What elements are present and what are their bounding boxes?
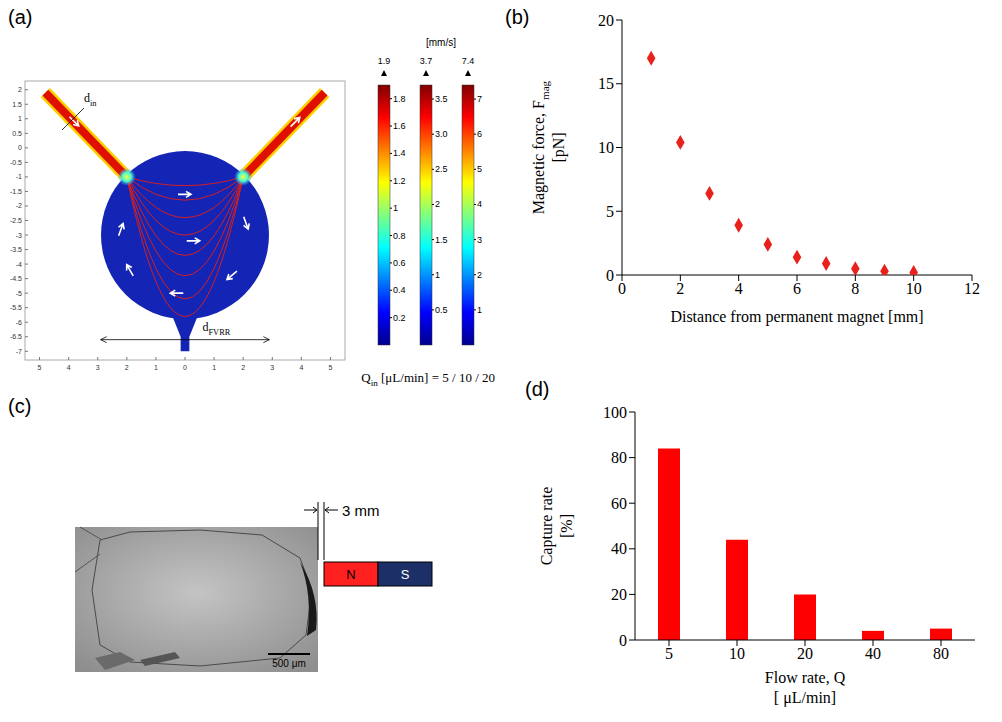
svg-text:40: 40 bbox=[865, 645, 881, 662]
svg-text:0: 0 bbox=[619, 632, 627, 649]
svg-text:-0.5: -0.5 bbox=[10, 159, 22, 166]
svg-text:2: 2 bbox=[477, 270, 482, 280]
svg-text:0: 0 bbox=[183, 364, 187, 371]
svg-text:1: 1 bbox=[154, 364, 158, 371]
svg-text:-4: -4 bbox=[16, 261, 22, 268]
svg-text:1.5: 1.5 bbox=[435, 235, 448, 245]
svg-text:80: 80 bbox=[933, 645, 949, 662]
svg-text:0.5: 0.5 bbox=[12, 130, 22, 137]
svg-text:500 μm: 500 μm bbox=[272, 658, 306, 669]
svg-text:4: 4 bbox=[67, 364, 71, 371]
svg-text:0: 0 bbox=[618, 280, 626, 297]
svg-text:-5: -5 bbox=[16, 290, 22, 297]
svg-text:N: N bbox=[346, 567, 355, 582]
svg-text:20: 20 bbox=[797, 645, 813, 662]
svg-text:6: 6 bbox=[477, 129, 482, 139]
svg-text:Magnetic force, Fmag: Magnetic force, Fmag bbox=[530, 80, 551, 214]
svg-text:3: 3 bbox=[270, 364, 274, 371]
svg-text:20: 20 bbox=[611, 586, 627, 603]
svg-text:4: 4 bbox=[299, 364, 303, 371]
svg-text:40: 40 bbox=[611, 540, 627, 557]
svg-text:-5.5: -5.5 bbox=[10, 304, 22, 311]
svg-text:4: 4 bbox=[735, 280, 743, 297]
html-text:(c): (c) bbox=[8, 395, 32, 417]
svg-text:3.7: 3.7 bbox=[420, 56, 433, 66]
svg-text:1.8: 1.8 bbox=[393, 94, 406, 104]
svg-text:[pN]: [pN] bbox=[550, 132, 568, 162]
svg-text:20: 20 bbox=[598, 12, 614, 29]
html-text:(d): (d) bbox=[525, 378, 550, 400]
svg-text:5: 5 bbox=[665, 645, 673, 662]
svg-text:-7: -7 bbox=[16, 348, 22, 355]
svg-text:1.2: 1.2 bbox=[393, 176, 406, 186]
svg-text:-6.5: -6.5 bbox=[10, 333, 22, 340]
svg-text:3 mm: 3 mm bbox=[342, 502, 380, 519]
svg-text:Qin [μL/min] = 5 / 10 / 20: Qin [μL/min] = 5 / 10 / 20 bbox=[361, 370, 495, 388]
html-text:(b): (b) bbox=[505, 6, 530, 28]
svg-text:60: 60 bbox=[611, 495, 627, 512]
svg-text:1.5: 1.5 bbox=[12, 101, 22, 108]
svg-text:Flow rate, Q: Flow rate, Q bbox=[765, 669, 846, 686]
svg-text:1.6: 1.6 bbox=[393, 121, 406, 131]
svg-text:1.4: 1.4 bbox=[393, 148, 406, 158]
svg-text:0.2: 0.2 bbox=[393, 313, 406, 323]
svg-text:1: 1 bbox=[477, 305, 482, 315]
svg-text:0.6: 0.6 bbox=[393, 258, 406, 268]
svg-text:1: 1 bbox=[212, 364, 216, 371]
svg-text:0: 0 bbox=[606, 267, 614, 284]
svg-text:S: S bbox=[401, 567, 410, 582]
svg-text:1.9: 1.9 bbox=[378, 56, 391, 66]
svg-text:0: 0 bbox=[18, 144, 22, 151]
svg-text:10: 10 bbox=[906, 280, 922, 297]
svg-text:2: 2 bbox=[676, 280, 684, 297]
svg-text:3: 3 bbox=[477, 235, 482, 245]
svg-text:[mm/s]: [mm/s] bbox=[426, 37, 456, 48]
svg-text:[%]: [%] bbox=[558, 514, 575, 538]
html-text:(a): (a) bbox=[8, 6, 33, 28]
svg-text:0.5: 0.5 bbox=[435, 305, 448, 315]
svg-text:5: 5 bbox=[329, 364, 333, 371]
svg-text:12: 12 bbox=[964, 280, 980, 297]
svg-text:6: 6 bbox=[793, 280, 801, 297]
svg-text:Distance from permanent magnet: Distance from permanent magnet [mm] bbox=[670, 308, 923, 326]
svg-text:4: 4 bbox=[477, 199, 482, 209]
svg-text:1: 1 bbox=[18, 115, 22, 122]
svg-text:1: 1 bbox=[435, 270, 440, 280]
svg-text:-3: -3 bbox=[16, 232, 22, 239]
svg-text:0.4: 0.4 bbox=[393, 285, 406, 295]
svg-text:3.0: 3.0 bbox=[435, 129, 448, 139]
svg-text:[ μL/min]: [ μL/min] bbox=[774, 689, 836, 707]
svg-text:din: din bbox=[84, 91, 97, 108]
svg-text:7: 7 bbox=[477, 94, 482, 104]
svg-text:3.5: 3.5 bbox=[435, 94, 448, 104]
svg-text:5: 5 bbox=[606, 203, 614, 220]
svg-text:2.5: 2.5 bbox=[435, 164, 448, 174]
svg-text:Capture rate: Capture rate bbox=[538, 487, 556, 566]
svg-text:-2.5: -2.5 bbox=[10, 217, 22, 224]
svg-text:-2: -2 bbox=[16, 202, 22, 209]
svg-text:2: 2 bbox=[241, 364, 245, 371]
svg-text:80: 80 bbox=[611, 449, 627, 466]
svg-text:2: 2 bbox=[125, 364, 129, 371]
svg-text:-4.5: -4.5 bbox=[10, 275, 22, 282]
svg-text:5: 5 bbox=[477, 164, 482, 174]
svg-text:0.8: 0.8 bbox=[393, 231, 406, 241]
svg-text:2: 2 bbox=[435, 199, 440, 209]
svg-text:10: 10 bbox=[729, 645, 745, 662]
svg-text:2: 2 bbox=[18, 86, 22, 93]
svg-text:1: 1 bbox=[393, 203, 398, 213]
svg-text:100: 100 bbox=[603, 404, 627, 421]
svg-text:7.4: 7.4 bbox=[462, 56, 475, 66]
svg-text:3: 3 bbox=[96, 364, 100, 371]
svg-text:10: 10 bbox=[598, 139, 614, 156]
svg-text:5: 5 bbox=[38, 364, 42, 371]
svg-text:8: 8 bbox=[851, 280, 859, 297]
svg-text:dFVRR: dFVRR bbox=[202, 320, 230, 337]
svg-text:-6: -6 bbox=[16, 319, 22, 326]
svg-text:15: 15 bbox=[598, 75, 614, 92]
svg-text:-1.5: -1.5 bbox=[10, 188, 22, 195]
svg-text:-3.5: -3.5 bbox=[10, 246, 22, 253]
svg-text:-1: -1 bbox=[16, 173, 22, 180]
